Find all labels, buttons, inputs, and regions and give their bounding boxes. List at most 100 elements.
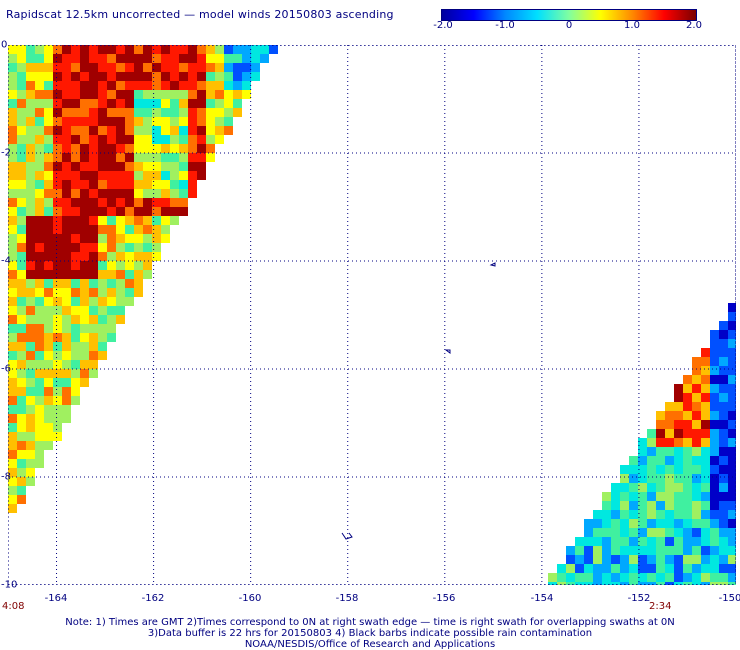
swath-cell-east xyxy=(701,420,710,429)
swath-cell-east xyxy=(638,555,647,564)
swath-cell-west xyxy=(44,288,53,297)
swath-cell-east xyxy=(710,375,719,384)
swath-cell-west xyxy=(62,216,71,225)
swath-cell-east xyxy=(656,582,665,585)
swath-cell-west xyxy=(62,225,71,234)
swath-cell-west xyxy=(251,54,260,63)
swath-cell-east xyxy=(638,510,647,519)
swath-cell-west xyxy=(98,126,107,135)
swath-cell-west xyxy=(53,63,62,72)
swath-cell-west xyxy=(116,153,125,162)
swath-cell-west xyxy=(215,63,224,72)
swath-cell-west xyxy=(143,234,152,243)
swath-cell-west xyxy=(17,180,26,189)
swath-cell-west xyxy=(134,126,143,135)
swath-cell-west xyxy=(233,108,242,117)
swath-cell-east xyxy=(629,582,638,585)
swath-cell-west xyxy=(71,63,80,72)
swath-cell-west xyxy=(125,144,134,153)
swath-cell-west xyxy=(152,126,161,135)
swath-cell-west xyxy=(116,90,125,99)
swath-cell-west xyxy=(44,387,53,396)
swath-cell-west xyxy=(134,189,143,198)
swath-cell-west xyxy=(116,135,125,144)
swath-cell-west xyxy=(35,297,44,306)
swath-cell-east xyxy=(728,492,736,501)
swath-cell-east xyxy=(620,519,629,528)
swath-cell-west xyxy=(53,342,62,351)
swath-cell-west xyxy=(152,216,161,225)
swath-cell-west xyxy=(107,45,116,54)
swath-cell-west xyxy=(80,252,89,261)
swath-cell-west xyxy=(17,153,26,162)
swath-cell-east xyxy=(692,555,701,564)
swath-cell-west xyxy=(26,387,35,396)
swath-cell-east xyxy=(593,546,602,555)
colorbar-label-1: 1.0 xyxy=(624,20,640,31)
wind-difference-map xyxy=(8,45,736,585)
swath-cell-west xyxy=(8,504,17,513)
swath-cell-west xyxy=(44,351,53,360)
swath-cell-west xyxy=(44,279,53,288)
swath-cell-west xyxy=(98,153,107,162)
swath-cell-east xyxy=(611,564,620,573)
swath-cell-west xyxy=(35,189,44,198)
swath-cell-west xyxy=(8,243,17,252)
swath-cell-west xyxy=(62,387,71,396)
swath-cell-west xyxy=(17,117,26,126)
swath-cell-east xyxy=(701,438,710,447)
swath-cell-east xyxy=(683,582,692,585)
swath-cell-west xyxy=(71,198,80,207)
swath-cell-east xyxy=(593,510,602,519)
colorbar-label-neg1: -1.0 xyxy=(495,20,515,31)
swath-cell-west xyxy=(71,54,80,63)
swath-cell-west xyxy=(224,117,233,126)
swath-cell-west xyxy=(179,117,188,126)
lon-label-154: -154 xyxy=(530,593,554,604)
swath-cell-west xyxy=(8,333,17,342)
swath-cell-west xyxy=(242,63,251,72)
swath-cell-east xyxy=(620,492,629,501)
swath-cell-west xyxy=(71,153,80,162)
swath-cell-east xyxy=(692,465,701,474)
swath-cell-east xyxy=(683,492,692,501)
swath-cell-west xyxy=(107,72,116,81)
swath-cell-east xyxy=(620,564,629,573)
swath-cell-west xyxy=(8,450,17,459)
swath-cell-east xyxy=(647,429,656,438)
swath-cell-west xyxy=(134,279,143,288)
swath-cell-west xyxy=(8,360,17,369)
swath-cell-west xyxy=(53,99,62,108)
swath-cell-east xyxy=(692,420,701,429)
swath-cell-west xyxy=(179,72,188,81)
swath-cell-west xyxy=(125,135,134,144)
swath-cell-west xyxy=(125,171,134,180)
swath-cell-west xyxy=(80,171,89,180)
swath-cell-west xyxy=(89,189,98,198)
swath-cell-west xyxy=(26,468,35,477)
swath-cell-west xyxy=(98,171,107,180)
swath-cell-east xyxy=(638,537,647,546)
swath-cell-west xyxy=(107,180,116,189)
swath-cell-east xyxy=(638,573,647,582)
swath-cell-east xyxy=(719,546,728,555)
swath-cell-west xyxy=(44,333,53,342)
swath-cell-west xyxy=(197,135,206,144)
swath-cell-west xyxy=(98,225,107,234)
swath-cell-west xyxy=(53,144,62,153)
swath-cell-east xyxy=(665,447,674,456)
swath-cell-west xyxy=(8,369,17,378)
swath-cell-west xyxy=(26,441,35,450)
swath-cell-east xyxy=(638,582,647,585)
swath-cell-west xyxy=(89,351,98,360)
swath-cell-west xyxy=(215,117,224,126)
swath-cell-west xyxy=(89,99,98,108)
swath-cell-west xyxy=(134,234,143,243)
swath-cell-west xyxy=(134,216,143,225)
swath-cell-east xyxy=(674,555,683,564)
swath-cell-east xyxy=(611,528,620,537)
swath-cell-west xyxy=(125,108,134,117)
swath-cell-east xyxy=(665,465,674,474)
swath-cell-east xyxy=(665,528,674,537)
swath-cell-east xyxy=(683,456,692,465)
